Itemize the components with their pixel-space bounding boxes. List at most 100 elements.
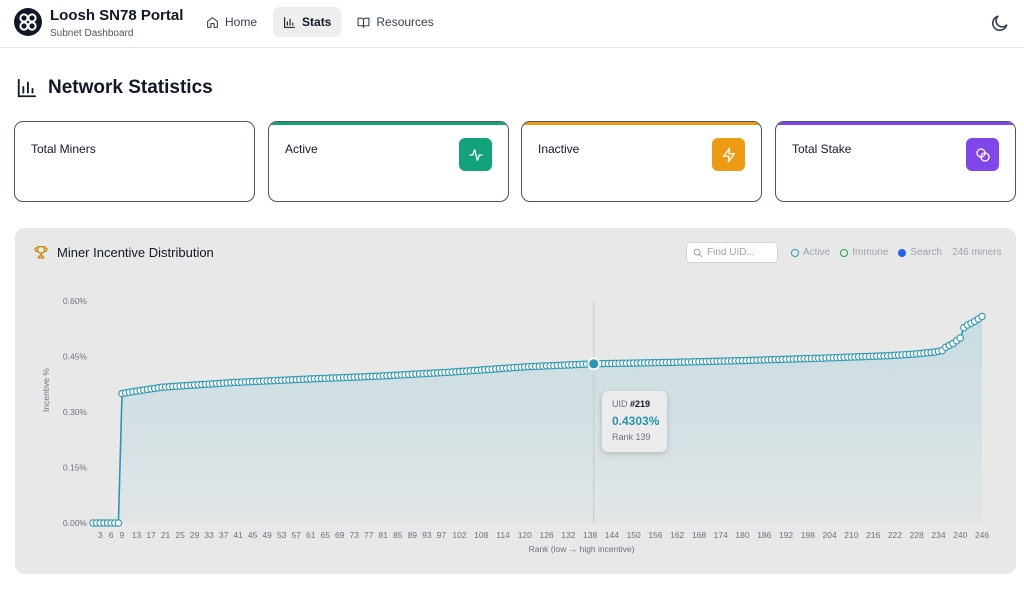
x-tick-label: 61: [306, 530, 316, 540]
x-tick-label: 132: [561, 530, 575, 540]
x-tick-label: 216: [866, 530, 880, 540]
x-tick-label: 198: [801, 530, 815, 540]
logo-icon[interactable]: [14, 8, 42, 36]
x-tick-label: 6: [109, 530, 114, 540]
x-tick-label: 192: [779, 530, 793, 540]
x-tick-label: 114: [496, 530, 510, 540]
data-point: [978, 312, 986, 321]
x-tick-label: 210: [844, 530, 858, 540]
x-axis-title: Rank (low → high incentive): [529, 544, 635, 554]
stat-card-active: Active: [268, 121, 509, 202]
y-tick-label: 0.30%: [63, 407, 88, 417]
trophy-icon: [34, 246, 48, 259]
tooltip-uid: UID #219: [612, 399, 657, 409]
x-tick-label: 150: [627, 530, 641, 540]
stat-icon-inactive: [712, 138, 745, 171]
highlight-point: [587, 357, 601, 371]
x-tick-label: 228: [910, 530, 924, 540]
x-tick-label: 37: [219, 530, 229, 540]
x-tick-label: 45: [248, 530, 258, 540]
nav-resources[interactable]: Resources: [347, 7, 443, 37]
x-tick-label: 240: [953, 530, 967, 540]
legend-ring-active: [791, 248, 799, 257]
chart-header: Miner Incentive Distribution: [33, 244, 214, 260]
x-tick-label: 3: [98, 530, 103, 540]
x-tick-label: 81: [379, 530, 389, 540]
x-tick-label: 49: [262, 530, 272, 540]
legend-label-immune: Immune: [852, 247, 889, 258]
moon-icon[interactable]: [990, 13, 1010, 33]
top-navbar: Loosh SN78 Portal Subnet Dashboard Home …: [0, 0, 1024, 48]
x-tick-label: 65: [320, 530, 330, 540]
chart-legend: Active Immune Search 246 miners: [791, 247, 1002, 258]
legend-label-active: Active: [803, 247, 831, 258]
stat-card-inactive: Inactive: [521, 121, 762, 202]
data-point: [114, 519, 123, 527]
x-tick-label: 138: [583, 530, 597, 540]
x-tick-label: 69: [335, 530, 345, 540]
x-tick-label: 93: [422, 530, 432, 540]
x-tick-label: 108: [474, 530, 488, 540]
x-tick-label: 13: [132, 530, 142, 540]
y-axis-title: Incentive %: [41, 368, 51, 412]
x-tick-label: 246: [975, 530, 989, 540]
x-tick-label: 97: [437, 530, 447, 540]
nav-resources-label: Resources: [376, 15, 434, 29]
legend-dot-search: [898, 248, 907, 257]
x-tick-label: 180: [735, 530, 749, 540]
x-tick-label: 9: [120, 530, 125, 540]
tooltip-value: 0.4303%: [612, 414, 660, 428]
x-tick-label: 144: [605, 530, 619, 540]
app-title[interactable]: Loosh SN78 Portal: [50, 7, 184, 24]
nav-stats[interactable]: Stats: [273, 7, 342, 37]
x-tick-label: 77: [364, 530, 374, 540]
series-area: [93, 316, 982, 523]
stat-label-inactive: Inactive: [538, 142, 580, 156]
page-title: Network Statistics: [48, 77, 213, 98]
y-tick-label: 0.15%: [63, 463, 88, 473]
x-tick-label: 204: [823, 530, 837, 540]
stat-label-active: Active: [285, 142, 318, 156]
x-tick-label: 162: [670, 530, 684, 540]
stat-card-total-stake: Total Stake: [775, 121, 1016, 202]
nav-home[interactable]: Home: [196, 7, 267, 37]
legend-search: Search: [898, 247, 942, 258]
legend-label-search: Search: [910, 247, 943, 258]
x-tick-label: 57: [291, 530, 301, 540]
book-icon: [357, 17, 370, 28]
search-icon: [693, 248, 703, 258]
main-nav: Home Stats Resources: [196, 7, 444, 37]
bar-chart-icon: [284, 16, 295, 28]
uid-search-box[interactable]: [686, 242, 778, 263]
chart-tooltip: UID #219 0.4303% Rank 139: [602, 391, 667, 452]
x-tick-label: 89: [408, 530, 418, 540]
legend-active: Active: [791, 247, 830, 258]
bar-chart-icon: [17, 78, 37, 98]
x-tick-label: 120: [518, 530, 532, 540]
uid-search-input[interactable]: [707, 245, 775, 260]
x-tick-label: 33: [204, 530, 214, 540]
zap-icon: [722, 147, 735, 162]
stat-icon-active: [459, 138, 492, 171]
nav-stats-label: Stats: [302, 15, 332, 29]
stat-icon-total-stake: [966, 138, 999, 171]
x-tick-label: 102: [452, 530, 466, 540]
stat-accent-bar: [776, 122, 1015, 125]
x-tick-label: 222: [888, 530, 902, 540]
x-tick-label: 186: [757, 530, 771, 540]
nav-home-label: Home: [225, 15, 258, 29]
coins-icon: [975, 147, 990, 162]
chart-title: Miner Incentive Distribution: [57, 244, 214, 260]
x-tick-label: 174: [714, 530, 728, 540]
x-tick-label: 25: [175, 530, 185, 540]
y-tick-label: 0.00%: [63, 518, 88, 528]
x-tick-label: 168: [692, 530, 706, 540]
x-tick-label: 156: [648, 530, 662, 540]
legend-ring-immune: [840, 248, 849, 257]
y-tick-label: 0.60%: [63, 296, 88, 306]
home-icon: [207, 16, 218, 28]
x-tick-label: 21: [161, 530, 171, 540]
x-tick-label: 234: [931, 530, 945, 540]
tooltip-uid-label: UID: [612, 399, 628, 409]
